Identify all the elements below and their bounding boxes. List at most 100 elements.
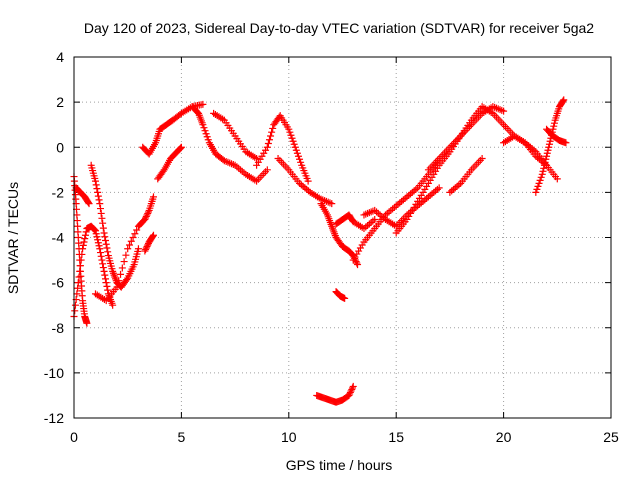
data-point	[349, 382, 357, 390]
data-point	[124, 245, 132, 253]
data-point	[149, 231, 157, 239]
data-point-interp	[96, 249, 104, 257]
data-point-interp	[102, 240, 110, 248]
data-point-interp	[535, 179, 543, 187]
data-point	[199, 121, 207, 129]
data-point	[291, 143, 299, 151]
data-point	[100, 267, 108, 275]
data-point-interp	[104, 248, 112, 256]
data-point-interp	[76, 267, 84, 275]
data-point-interp	[534, 182, 542, 190]
data-point-interp	[127, 237, 135, 245]
data-point	[85, 200, 93, 208]
data-point	[100, 229, 108, 237]
data-point-interp	[102, 279, 110, 287]
data-point-interp	[94, 188, 102, 196]
data-point-interp	[93, 233, 101, 241]
data-point-interp	[103, 282, 111, 290]
data-point-interp	[289, 137, 297, 145]
data-point-interp	[90, 225, 98, 233]
data-point-interp	[297, 158, 305, 166]
data-point-interp	[540, 161, 548, 169]
data-point	[149, 193, 157, 201]
plot-frame	[73, 56, 612, 419]
data-point-interp	[288, 134, 296, 142]
data-point-interp	[543, 149, 551, 157]
data-point-interp	[544, 146, 552, 154]
data-point-interp	[143, 211, 151, 219]
data-point-interp	[540, 164, 548, 172]
data-point-interp	[200, 124, 208, 132]
data-point-interp	[542, 155, 550, 163]
data-point	[532, 188, 540, 196]
data-point-interp	[545, 143, 553, 151]
data-point-interp	[101, 271, 109, 279]
data-point-interp	[144, 241, 152, 249]
data-point-interp	[539, 167, 547, 175]
y-tick-label: -8	[52, 320, 65, 336]
data-points	[70, 96, 570, 406]
data-point	[304, 177, 312, 185]
data-point-interp	[98, 214, 106, 222]
data-point	[263, 143, 271, 151]
data-point-interp	[294, 152, 302, 160]
data-point	[141, 247, 149, 255]
data-point	[435, 184, 443, 192]
data-point	[113, 283, 121, 291]
data-point-interp	[292, 146, 300, 154]
data-point-interp	[265, 136, 273, 144]
data-point-interp	[201, 127, 209, 135]
data-point-interp	[545, 140, 553, 148]
data-point-interp	[102, 237, 110, 245]
data-point-interp	[93, 185, 101, 193]
data-point-interp	[75, 273, 83, 281]
data-point-interp	[99, 219, 107, 227]
data-point-interp	[94, 239, 102, 247]
data-point-interp	[78, 250, 86, 258]
data-point-interp	[99, 224, 107, 232]
data-point-interp	[536, 176, 544, 184]
data-point-interp	[129, 234, 137, 241]
x-axis-label: GPS time / hours	[286, 457, 393, 473]
y-tick-label: -12	[44, 410, 64, 426]
data-point-interp	[203, 133, 211, 141]
tick-labels: 0 5 10 15 20 25 -12 -10 -8 -6 -4 -2 0 2 4	[44, 49, 619, 445]
data-point-interp	[144, 209, 152, 217]
data-point-interp	[73, 290, 81, 298]
data-point-interp	[80, 238, 88, 246]
data-point-interp	[346, 388, 354, 396]
data-point	[109, 301, 117, 309]
x-tick-label: 25	[603, 429, 619, 445]
data-point-interp	[296, 155, 304, 163]
data-point-interp	[348, 385, 356, 393]
data-point-interp	[122, 251, 130, 259]
data-point	[500, 107, 508, 115]
chart-title: Day 120 of 2023, Sidereal Day-to-day VTE…	[84, 20, 594, 36]
data-point-interp	[97, 209, 105, 217]
y-tick-label: 2	[56, 94, 64, 110]
data-point-interp	[346, 390, 354, 398]
data-point-interp	[541, 158, 549, 166]
data-point-interp	[149, 232, 157, 240]
data-point-interp	[131, 230, 139, 238]
data-point-interp	[559, 97, 567, 105]
data-point-interp	[82, 228, 90, 236]
data-point	[553, 175, 561, 183]
data-point-interp	[268, 128, 276, 136]
data-point-interp	[74, 284, 82, 292]
y-tick-label: -2	[52, 184, 65, 200]
data-point-interp	[92, 181, 100, 189]
data-point	[478, 155, 486, 163]
data-point	[543, 152, 551, 160]
data-point	[83, 319, 91, 327]
data-point	[91, 227, 99, 235]
data-point-interp	[81, 235, 89, 243]
y-tick-label: 0	[56, 139, 64, 155]
x-tick-label: 5	[178, 429, 186, 445]
data-point-interp	[125, 241, 133, 249]
data-point-interp	[81, 231, 89, 239]
y-tick-label: -10	[44, 365, 64, 381]
data-point-interp	[118, 264, 126, 272]
data-point-interp	[76, 262, 84, 270]
